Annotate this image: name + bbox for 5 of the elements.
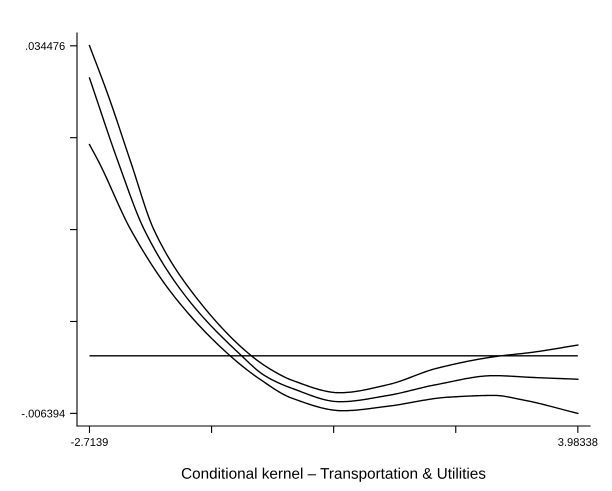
y-tick-label: .034476 — [26, 42, 65, 50]
x-axis-title: Conditional kernel – Transportation & Utilities — [182, 468, 486, 482]
y-tick-label: -.006394 — [22, 410, 65, 418]
x-tick-label: -2.7139 — [71, 438, 108, 446]
x-tick-label: 3.98338 — [558, 438, 598, 446]
